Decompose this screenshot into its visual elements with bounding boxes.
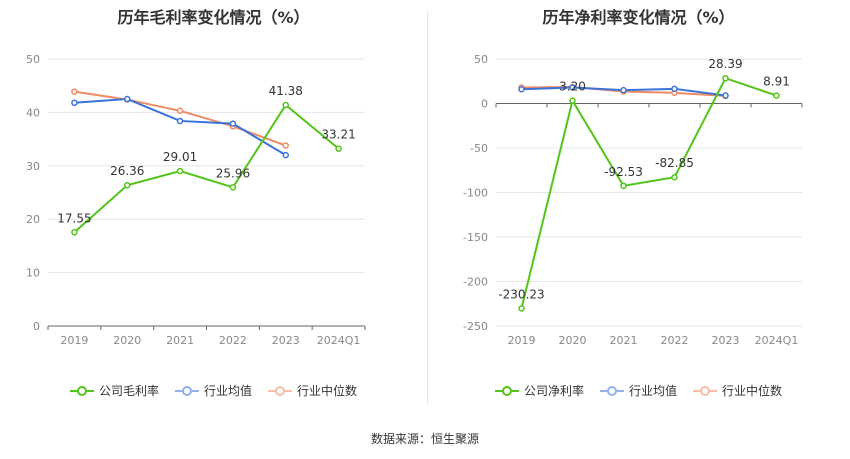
gross-margin-legend: 公司毛利率 行业均值 行业中位数 bbox=[0, 382, 427, 399]
legend-item-industry-median[interactable]: 行业中位数 bbox=[268, 382, 357, 399]
legend-line-marker-icon bbox=[174, 385, 199, 397]
net-margin-chart-title: 历年净利率变化情况（%） bbox=[542, 8, 735, 27]
y-tick-label: -250 bbox=[463, 320, 488, 333]
y-tick-label: -50 bbox=[470, 142, 488, 155]
data-label: 33.21 bbox=[321, 128, 355, 142]
data-label: 3.20 bbox=[559, 80, 586, 94]
legend-item-industry-average[interactable]: 行业均值 bbox=[599, 382, 677, 399]
x-tick-label: 2020 bbox=[559, 334, 587, 347]
data-point-company bbox=[176, 167, 184, 175]
legend-line-marker-icon bbox=[494, 385, 519, 397]
data-label: 41.38 bbox=[269, 84, 303, 98]
legend-label: 行业中位数 bbox=[722, 384, 783, 398]
legend-label: 公司毛利率 bbox=[98, 384, 159, 398]
legend-item-industry-median[interactable]: 行业中位数 bbox=[693, 382, 782, 399]
data-point-company bbox=[124, 181, 131, 189]
y-tick-label: -200 bbox=[463, 276, 488, 289]
data-point-avg bbox=[518, 86, 525, 93]
data-point-company bbox=[671, 173, 678, 181]
data-point-avg bbox=[282, 151, 289, 159]
gross-margin-chart-title: 历年毛利率变化情况（%） bbox=[117, 8, 310, 27]
gross-margin-chart: 0 10 20 30 40 50 2019 2020 2021 2022 2023 2024Q1 17.… bbox=[26, 53, 366, 347]
y-tick-label: 50 bbox=[474, 53, 488, 66]
series-line-avg bbox=[74, 98, 287, 156]
legend-line-marker-icon bbox=[268, 385, 292, 397]
data-point-company bbox=[569, 97, 576, 104]
y-tick-label: -150 bbox=[463, 231, 488, 244]
data-point-avg bbox=[71, 99, 78, 107]
y-tick-label: 40 bbox=[26, 106, 40, 119]
x-tick-label: 2019 bbox=[60, 334, 88, 347]
legend-item-company-net-margin[interactable]: 公司净利率 bbox=[494, 382, 584, 399]
x-tick-label: 2023 bbox=[712, 334, 740, 347]
y-tick-label: 50 bbox=[26, 53, 40, 66]
data-label: 17.55 bbox=[57, 211, 91, 225]
net-margin-chart: -250 -200 -150 -100 -50 0 50 2019 2020 2021 2022 20… bbox=[463, 53, 803, 347]
data-point-avg bbox=[229, 120, 237, 127]
data-point-company bbox=[335, 145, 342, 152]
legend-item-industry-average[interactable]: 行业均值 bbox=[174, 382, 252, 399]
series-line-company bbox=[73, 103, 340, 234]
x-tick-label: 2020 bbox=[113, 334, 141, 347]
legend-label: 公司净利率 bbox=[523, 384, 584, 398]
data-point-company bbox=[71, 229, 78, 236]
data-point-avg bbox=[176, 117, 184, 125]
y-tick-label: 10 bbox=[26, 267, 40, 280]
gross-margin-panel: 历年毛利率变化情况（%） 0 10 20 30 40 50 2019 2020 2021 2022… bbox=[0, 0, 427, 420]
x-tick-label: 2022 bbox=[661, 334, 689, 347]
data-point-company bbox=[229, 184, 237, 191]
data-point-company bbox=[518, 305, 525, 312]
x-tick-label: 2024Q1 bbox=[755, 334, 799, 347]
data-point-company bbox=[722, 74, 729, 82]
x-tick-label: 2022 bbox=[219, 334, 247, 347]
data-point-avg bbox=[124, 95, 131, 103]
data-label: -92.53 bbox=[604, 165, 643, 179]
y-tick-label: -100 bbox=[463, 187, 488, 200]
legend-label: 行业均值 bbox=[203, 384, 252, 398]
x-tick-label: 2023 bbox=[272, 334, 300, 347]
data-point-company bbox=[773, 92, 780, 99]
data-point-median bbox=[176, 107, 184, 115]
data-label: -230.23 bbox=[498, 287, 544, 301]
net-margin-legend: 公司净利率 行业均值 行业中位数 bbox=[427, 382, 850, 399]
x-tick-label: 2024Q1 bbox=[317, 334, 361, 347]
data-label: 26.36 bbox=[110, 164, 144, 178]
data-label: 25.96 bbox=[216, 166, 250, 180]
series-line-company bbox=[520, 77, 777, 309]
legend-line-marker-icon bbox=[693, 385, 717, 397]
x-tick-label: 2021 bbox=[166, 334, 194, 347]
y-tick-label: 0 bbox=[33, 320, 40, 333]
data-point-company bbox=[282, 101, 289, 109]
panel-divider bbox=[427, 10, 428, 405]
data-point-avg bbox=[620, 86, 627, 94]
data-point-median bbox=[71, 88, 78, 95]
legend-item-company-gross-margin[interactable]: 公司毛利率 bbox=[69, 382, 159, 399]
x-tick-label: 2019 bbox=[508, 334, 536, 347]
data-point-company bbox=[620, 182, 627, 190]
data-source-note: 数据来源：恒生聚源 bbox=[370, 432, 479, 446]
data-label: 29.01 bbox=[163, 150, 197, 164]
legend-label: 行业均值 bbox=[628, 384, 677, 398]
data-point-avg bbox=[671, 85, 678, 93]
data-point-avg bbox=[722, 92, 729, 99]
legend-line-marker-icon bbox=[599, 385, 624, 397]
data-label: 28.39 bbox=[708, 57, 742, 71]
legend-line-marker-icon bbox=[69, 385, 94, 397]
y-tick-label: 0 bbox=[481, 98, 488, 111]
y-tick-label: 30 bbox=[26, 160, 40, 173]
data-point-avg bbox=[569, 84, 576, 91]
data-label: -82.85 bbox=[655, 156, 694, 170]
y-tick-label: 20 bbox=[26, 213, 40, 226]
data-point-median bbox=[282, 142, 289, 149]
legend-label: 行业中位数 bbox=[297, 384, 358, 398]
data-label: 8.91 bbox=[763, 75, 790, 89]
x-tick-label: 2021 bbox=[610, 334, 638, 347]
net-margin-panel: 历年净利率变化情况（%） -250 -200 -150 -100 -50 0 50 2019 2… bbox=[427, 0, 850, 420]
